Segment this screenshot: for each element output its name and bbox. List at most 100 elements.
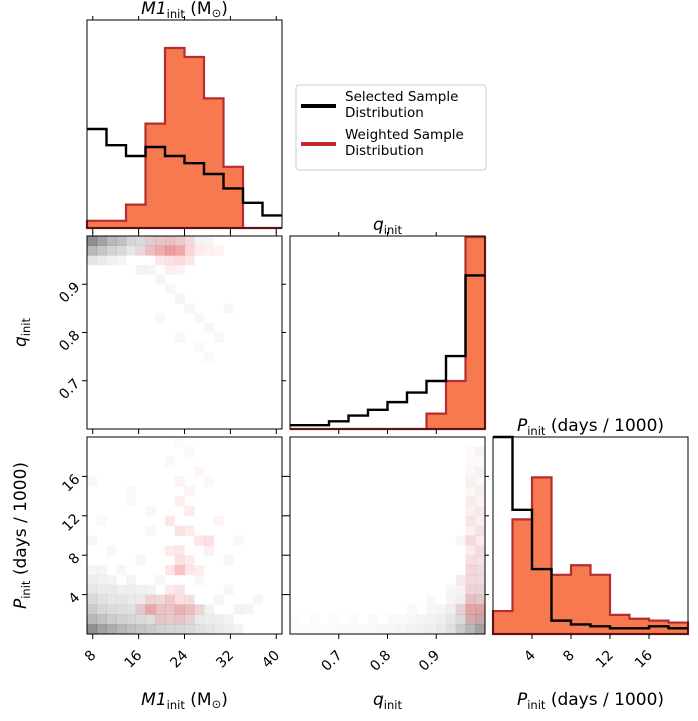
x-axis-label-q: qinit [373,690,402,712]
heatmap-cell-selected [252,594,263,605]
heatmap-cell-selected [145,245,156,256]
heatmap-cell-weighted [475,555,486,566]
heatmap-cell-selected [223,614,234,625]
diag-title-m1: M1init (M⊙) [141,0,228,21]
selected-histogram-p [493,435,688,630]
legend-label-1-line2: Distribution [345,143,424,159]
heatmap-cell-weighted [475,447,485,457]
heatmap-cell-selected [116,245,127,256]
x-tick-label: 0.7 [319,648,346,675]
y-tick-label: 0.7 [56,376,83,403]
heatmap-cell-weighted [174,565,185,576]
heatmap-cell-weighted [174,245,185,256]
heatmap-cell-selected [174,614,185,625]
weighted-histogram-q [290,235,487,431]
heatmap-cell-weighted [165,264,176,275]
heatmap-cell-selected [165,284,176,295]
heatmap-cell-selected [135,614,146,625]
heatmap-cell-selected [174,604,185,615]
heatmap-cell-weighted [204,545,215,556]
heatmap-cell-weighted [204,535,215,546]
heatmap-cell-selected [446,614,457,625]
heatmap-cell-selected [126,584,137,595]
heatmap-cell-selected [126,614,137,625]
heatmap-cell-weighted [184,594,195,605]
heatmap-cell-weighted [465,515,476,526]
heatmap-cell-weighted [465,584,476,595]
heatmap-cell-selected [96,255,107,266]
heatmap-cell-weighted [174,614,185,625]
heatmap-cell-selected [106,255,117,266]
heatmap-cell-selected [358,624,368,634]
heatmap-cell-selected [145,594,156,605]
heatmap-cell-selected [416,614,427,625]
heatmap-cell-selected [349,624,359,634]
heatmap-cell-selected [213,624,224,635]
heatmap-cell-selected [155,574,166,586]
heatmap-cell-weighted [145,245,156,256]
heatmap-cell-weighted [475,476,486,487]
heatmap-cell-weighted [465,545,476,556]
heatmap-cell-selected [233,604,244,615]
heatmap-cell-selected [87,236,98,246]
heatmap-cell-selected [310,624,320,634]
heatmap-cell-weighted [145,236,156,246]
heatmap-cell-weighted [174,264,185,275]
heatmap-cell-weighted [174,476,185,487]
heatmap-cell-selected [329,624,339,634]
heatmap-cell-selected [290,614,300,624]
heatmap-cell-weighted [145,604,156,615]
heatmap-cell-weighted [145,505,156,517]
heatmap-cell-selected [126,236,137,246]
heatmap-cell-selected [135,584,146,595]
heatmap-cell-weighted [174,525,185,536]
heatmap-cell-selected [106,614,117,625]
heatmap-cell-selected [455,574,466,586]
heatmap-q-p [290,447,486,635]
selected-histogram-m1 [87,127,282,217]
heatmap-cell-selected [204,236,215,246]
heatmap-cell-selected [213,614,224,625]
heatmap-cell-selected [165,614,176,625]
y-axis-label-q: qinit [11,318,33,347]
heatmap-cell-weighted [465,535,476,546]
heatmap-cell-selected [96,604,107,615]
heatmap-cell-selected [329,614,339,624]
weighted-histogram-m1 [85,46,282,230]
heatmap-cell-weighted [174,255,185,266]
heatmap-cell-selected [87,245,98,256]
x-tick-label: 16 [632,647,656,671]
y-axis-label-p: Pinit (days / 1000) [11,462,33,609]
x-tick-label: 12 [593,648,617,672]
heatmap-cell-selected [96,565,107,576]
heatmap-cell-weighted [194,535,205,546]
heatmap-cell-weighted [475,584,486,595]
heatmap-cell-selected [475,594,486,605]
heatmap-cell-selected [145,614,156,625]
heatmap-cell-weighted [155,236,166,246]
heatmap-cell-weighted [465,594,476,605]
heatmap-cell-weighted [165,245,176,256]
heatmap-cell-selected [465,624,476,635]
heatmap-cell-selected [87,624,98,635]
heatmap-cell-weighted [174,594,185,605]
heatmap-cell-selected [465,565,476,576]
heatmap-cell-selected [96,245,107,256]
heatmap-cell-selected [145,236,156,246]
heatmap-cell-selected [155,274,166,285]
heatmap-cell-weighted [465,614,476,625]
selected-histogram-q [290,274,485,427]
heatmap-cell-weighted [475,486,486,497]
heatmap-m1-q [87,236,234,343]
heatmap-cell-selected [116,236,127,246]
heatmap-cell-selected [397,624,408,635]
heatmap-cell-selected [155,313,166,324]
heatmap-cell-selected [319,624,329,634]
heatmap-cell-selected [407,614,418,625]
heatmap-cell-weighted [233,535,244,546]
heatmap-cell-selected [106,245,117,256]
x-tick-label: 4 [521,647,539,665]
heatmap-cell-weighted [155,604,166,615]
legend-box [295,84,487,171]
heatmap-cell-weighted [465,505,476,517]
